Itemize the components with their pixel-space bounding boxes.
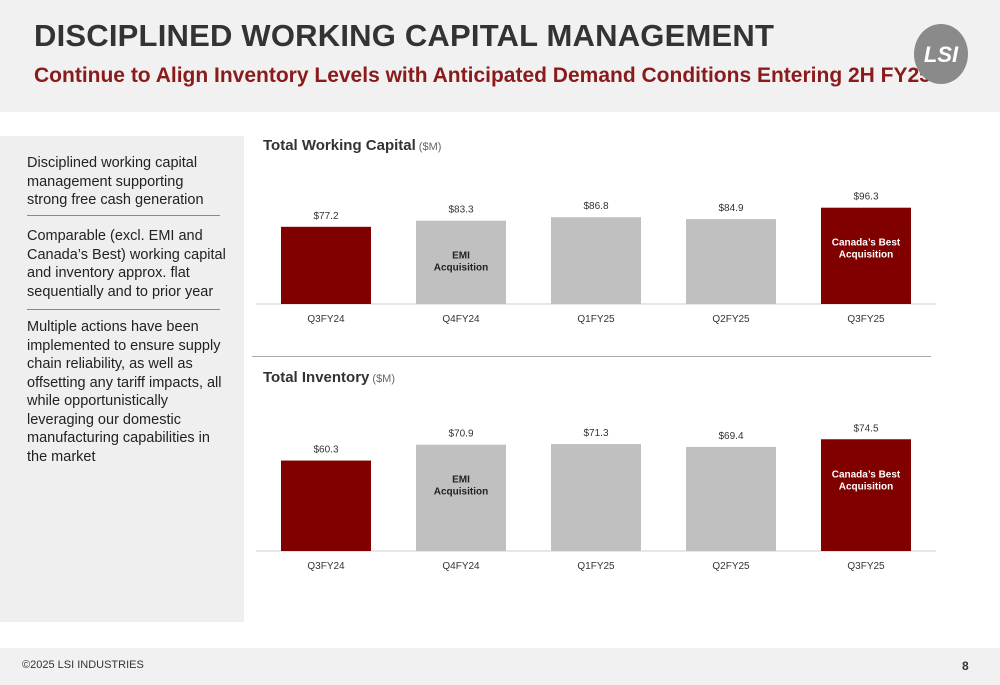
bar-q4fy24 [416, 444, 506, 551]
bullet-text-2: Comparable (excl. EMI and Canada’s Best)… [27, 228, 226, 300]
value-label: $96.3 [853, 192, 878, 203]
bullet-divider-2 [27, 309, 220, 310]
bar-annotation: Acquisition [434, 263, 488, 274]
value-label: $77.2 [313, 211, 338, 222]
x-tick-label: Q2FY25 [712, 561, 750, 572]
bar-annotation: Acquisition [434, 487, 488, 498]
working-capital-title-text: Total Working Capital [263, 137, 416, 154]
value-label: $69.4 [718, 431, 743, 442]
bar-annotation: Canada’s Best [832, 469, 901, 480]
page-number: 8 [962, 659, 969, 673]
bar-annotation: Acquisition [839, 481, 893, 492]
chart-separator [252, 356, 931, 357]
working-capital-chart: $77.2Q3FY24$83.3Q4FY24EMIAcquisition$86.… [256, 192, 936, 325]
footer-band: ©2025 LSI INDUSTRIES 8 [0, 648, 1000, 685]
value-label: $71.3 [583, 428, 608, 439]
bar-annotation: EMI [452, 251, 470, 262]
bar-q2fy25 [686, 446, 776, 551]
copyright-text: ©2025 LSI INDUSTRIES [22, 659, 144, 671]
working-capital-unit: ($M) [418, 141, 442, 153]
page-title: DISCIPLINED WORKING CAPITAL MANAGEMENT [34, 18, 775, 53]
bullet-text-1: Disciplined working capital management s… [27, 155, 204, 208]
bar-q4fy24 [416, 220, 506, 304]
x-tick-label: Q3FY25 [847, 314, 885, 325]
logo-text: LSI [924, 42, 959, 67]
inventory-unit: ($M) [372, 373, 396, 385]
value-label: $60.3 [313, 445, 338, 456]
value-label: $86.8 [583, 201, 608, 212]
bar-q3fy24 [281, 226, 371, 304]
value-label: $74.5 [853, 423, 878, 434]
x-tick-label: Q3FY25 [847, 561, 885, 572]
bar-q3fy25 [821, 439, 911, 551]
x-tick-label: Q1FY25 [577, 561, 615, 572]
working-capital-chart-title: Total Working Capital ($M) [263, 137, 441, 154]
lsi-logo: LSI [914, 24, 968, 84]
bullet-divider-1 [27, 215, 220, 216]
bullet-text-3: Multiple actions have been implemented t… [27, 319, 222, 465]
inventory-title-text: Total Inventory [263, 369, 370, 386]
value-label: $70.9 [448, 429, 473, 440]
value-label: $84.9 [718, 203, 743, 214]
bar-q3fy24 [281, 460, 371, 551]
x-tick-label: Q3FY24 [307, 561, 345, 572]
page-subtitle: Continue to Align Inventory Levels with … [34, 64, 931, 87]
inventory-chart-title: Total Inventory ($M) [263, 369, 395, 386]
value-label: $83.3 [448, 205, 473, 216]
bar-q3fy25 [821, 207, 911, 304]
bar-q1fy25 [551, 444, 641, 551]
x-tick-label: Q2FY25 [712, 314, 750, 325]
bar-annotation: Acquisition [839, 250, 893, 261]
x-tick-label: Q4FY24 [442, 561, 480, 572]
sidebar-panel: Disciplined working capital management s… [0, 136, 244, 622]
x-tick-label: Q3FY24 [307, 314, 345, 325]
x-tick-label: Q4FY24 [442, 314, 480, 325]
bar-annotation: Canada’s Best [832, 238, 901, 249]
bar-q2fy25 [686, 219, 776, 304]
inventory-chart: $60.3Q3FY24$70.9Q4FY24EMIAcquisition$71.… [256, 423, 936, 572]
bar-q1fy25 [551, 217, 641, 304]
bar-annotation: EMI [452, 475, 470, 486]
header-band: DISCIPLINED WORKING CAPITAL MANAGEMENT C… [0, 0, 1000, 112]
x-tick-label: Q1FY25 [577, 314, 615, 325]
